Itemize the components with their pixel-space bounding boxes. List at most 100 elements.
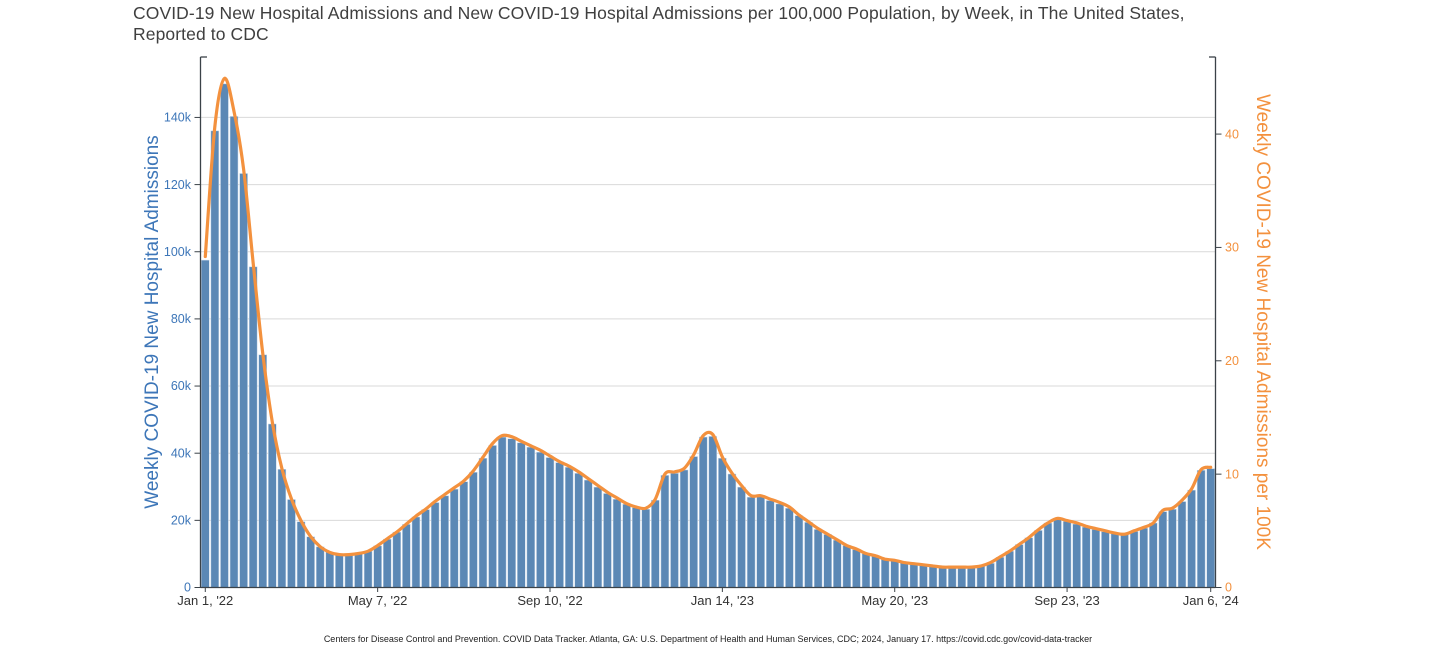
bar[interactable]: [210, 130, 220, 588]
bar[interactable]: [593, 486, 603, 588]
bar[interactable]: [699, 436, 708, 588]
bar[interactable]: [325, 552, 334, 588]
bar[interactable]: [833, 539, 842, 588]
bar[interactable]: [756, 495, 765, 588]
bar[interactable]: [919, 564, 928, 588]
bar[interactable]: [708, 436, 718, 588]
bar[interactable]: [670, 473, 679, 588]
bar[interactable]: [766, 500, 775, 588]
bar[interactable]: [861, 553, 871, 588]
bar[interactable]: [794, 515, 804, 588]
bar[interactable]: [315, 546, 325, 588]
bar[interactable]: [1005, 550, 1014, 588]
bar[interactable]: [679, 469, 689, 588]
bar[interactable]: [631, 507, 641, 588]
bar[interactable]: [201, 259, 210, 588]
bar[interactable]: [976, 565, 986, 588]
bar[interactable]: [612, 498, 622, 588]
bar[interactable]: [986, 563, 995, 588]
bar[interactable]: [584, 479, 593, 588]
bar[interactable]: [517, 442, 526, 588]
bar[interactable]: [641, 509, 650, 588]
bar[interactable]: [1139, 527, 1148, 588]
bar[interactable]: [354, 554, 363, 588]
bar[interactable]: [268, 423, 277, 588]
bar[interactable]: [1110, 533, 1120, 588]
bar[interactable]: [842, 545, 852, 588]
bar[interactable]: [497, 436, 507, 588]
bar[interactable]: [430, 502, 440, 588]
bar[interactable]: [421, 509, 430, 588]
bar[interactable]: [459, 481, 469, 588]
bar[interactable]: [220, 83, 229, 588]
bar[interactable]: [727, 473, 737, 588]
bar[interactable]: [411, 516, 421, 588]
bar[interactable]: [1034, 530, 1043, 588]
bar[interactable]: [363, 550, 373, 588]
bar[interactable]: [1101, 531, 1110, 588]
bar[interactable]: [1168, 509, 1177, 588]
bar[interactable]: [335, 554, 344, 588]
bar[interactable]: [957, 567, 966, 588]
bar[interactable]: [392, 531, 402, 588]
bar[interactable]: [469, 472, 478, 588]
per-100k-line-series[interactable]: [203, 76, 1213, 569]
bar[interactable]: [871, 556, 880, 588]
bar[interactable]: [1129, 531, 1139, 588]
bar[interactable]: [1158, 511, 1168, 588]
bar[interactable]: [890, 560, 899, 588]
bar[interactable]: [383, 538, 392, 588]
bar[interactable]: [555, 462, 564, 588]
bar[interactable]: [689, 456, 698, 588]
bar[interactable]: [909, 563, 919, 588]
bar[interactable]: [1014, 544, 1024, 588]
bar[interactable]: [373, 545, 382, 588]
bar[interactable]: [1062, 521, 1072, 588]
bar[interactable]: [660, 475, 670, 588]
bar[interactable]: [1206, 468, 1215, 588]
bar[interactable]: [296, 521, 306, 588]
bar[interactable]: [813, 529, 823, 588]
bar[interactable]: [718, 457, 727, 588]
bar[interactable]: [1187, 489, 1196, 588]
bar[interactable]: [995, 557, 1005, 588]
bar[interactable]: [574, 473, 583, 588]
bar[interactable]: [1091, 529, 1101, 588]
bar[interactable]: [622, 503, 631, 588]
bar[interactable]: [402, 524, 411, 588]
bar[interactable]: [900, 562, 909, 588]
bar[interactable]: [1082, 526, 1091, 588]
bar[interactable]: [737, 486, 746, 588]
bar[interactable]: [344, 555, 354, 588]
bar[interactable]: [450, 488, 459, 588]
bar[interactable]: [804, 522, 813, 588]
bar[interactable]: [277, 469, 287, 588]
bar[interactable]: [229, 116, 239, 588]
bar[interactable]: [526, 446, 536, 588]
bar[interactable]: [488, 445, 497, 588]
bar[interactable]: [1072, 523, 1081, 588]
bar[interactable]: [1053, 519, 1062, 588]
bar[interactable]: [823, 534, 832, 588]
bar[interactable]: [947, 567, 957, 588]
bar[interactable]: [306, 536, 315, 588]
bar[interactable]: [938, 566, 947, 588]
bar[interactable]: [536, 451, 545, 588]
bar[interactable]: [651, 499, 660, 588]
bar[interactable]: [287, 499, 296, 588]
bar[interactable]: [928, 565, 938, 588]
bar[interactable]: [1043, 522, 1053, 588]
bar[interactable]: [1149, 522, 1158, 588]
bar[interactable]: [239, 173, 248, 588]
bar[interactable]: [603, 493, 612, 588]
bar[interactable]: [775, 503, 785, 588]
bar[interactable]: [440, 495, 449, 588]
bar[interactable]: [785, 508, 794, 588]
bar[interactable]: [880, 558, 890, 588]
bar[interactable]: [507, 438, 516, 588]
bar[interactable]: [248, 266, 258, 588]
bar[interactable]: [1120, 534, 1129, 588]
bar[interactable]: [852, 549, 861, 588]
bar[interactable]: [258, 354, 267, 588]
